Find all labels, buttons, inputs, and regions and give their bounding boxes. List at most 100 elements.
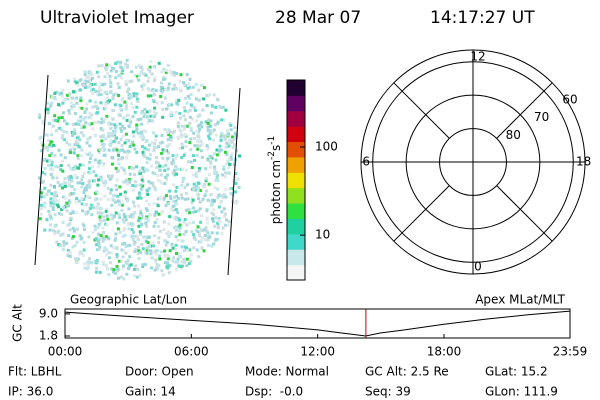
- image-pixel: [216, 97, 219, 101]
- image-pixel: [54, 164, 58, 168]
- image-pixel: [47, 209, 51, 213]
- image-pixel: [75, 197, 79, 200]
- image-pixel: [113, 103, 117, 107]
- info-field: Gain: 14: [125, 385, 176, 399]
- image-pixel: [158, 254, 162, 258]
- image-pixel: [125, 182, 129, 186]
- image-pixel: [203, 194, 207, 198]
- image-pixel: [97, 247, 101, 251]
- image-pixel: [72, 103, 75, 107]
- image-pixel: [49, 104, 53, 108]
- image-pixel: [219, 135, 223, 139]
- image-pixel: [49, 167, 53, 171]
- image-pixel: [52, 194, 56, 198]
- image-pixel: [145, 161, 149, 165]
- image-pixel: [169, 103, 173, 107]
- image-pixel: [192, 136, 196, 140]
- image-pixel: [139, 183, 143, 187]
- image-pixel: [152, 115, 156, 119]
- image-pixel: [164, 70, 168, 74]
- image-pixel: [69, 101, 73, 105]
- image-pixel: [203, 238, 207, 242]
- image-pixel: [83, 225, 86, 229]
- info-field: GLon: 111.9: [485, 385, 558, 399]
- image-pixel: [174, 189, 178, 193]
- image-pixel: [224, 188, 228, 192]
- image-pixel: [129, 143, 133, 147]
- label-text: photon cm: [269, 160, 283, 224]
- image-pixel: [124, 82, 128, 86]
- image-pixel: [101, 236, 105, 240]
- image-pixel: [179, 133, 183, 137]
- image-pixel: [109, 81, 113, 85]
- image-pixel: [101, 260, 105, 264]
- image-pixel: [83, 73, 87, 77]
- image-pixel: [122, 264, 126, 268]
- image-pixel: [203, 182, 207, 186]
- image-pixel: [222, 135, 226, 139]
- image-pixel: [212, 213, 216, 217]
- image-pixel: [163, 96, 167, 100]
- image-pixel: [73, 191, 77, 195]
- image-pixel: [127, 264, 131, 268]
- image-pixel: [154, 138, 158, 142]
- image-pixel: [162, 273, 166, 277]
- image-pixel: [119, 129, 123, 133]
- image-pixel: [153, 76, 157, 80]
- image-pixel: [126, 64, 129, 67]
- image-pixel: [133, 240, 137, 244]
- image-pixel: [148, 235, 151, 239]
- image-pixel: [46, 101, 50, 105]
- image-pixel: [117, 169, 121, 173]
- image-pixel: [203, 185, 207, 189]
- image-pixel: [123, 233, 127, 237]
- image-pixel: [190, 196, 194, 200]
- image-pixel: [58, 244, 62, 248]
- image-pixel: [185, 124, 189, 128]
- image-pixel: [192, 131, 196, 135]
- image-pixel: [100, 64, 104, 68]
- image-pixel: [141, 263, 145, 267]
- colorbar-tick-label: 10: [315, 228, 330, 242]
- image-pixel: [97, 150, 101, 154]
- image-pixel: [230, 140, 234, 144]
- image-pixel: [103, 237, 107, 241]
- image-pixel: [73, 188, 77, 191]
- image-pixel: [128, 145, 132, 148]
- image-pixel: [125, 156, 129, 160]
- image-pixel: [182, 260, 186, 264]
- image-pixel: [104, 137, 108, 141]
- image-pixel: [103, 82, 107, 86]
- image-pixel: [113, 214, 116, 218]
- image-pixel: [88, 184, 92, 188]
- image-pixel: [114, 76, 118, 80]
- image-pixel: [145, 138, 149, 142]
- image-pixel: [124, 218, 128, 222]
- image-pixel: [49, 204, 53, 208]
- image-pixel: [227, 157, 231, 161]
- image-pixel: [112, 139, 116, 143]
- image-pixel: [105, 63, 109, 67]
- image-pixel: [114, 200, 117, 204]
- image-pixel: [88, 257, 92, 261]
- image-pixel: [206, 122, 210, 125]
- image-pixel: [186, 197, 190, 201]
- image-pixel: [201, 197, 205, 201]
- image-pixel: [121, 266, 125, 270]
- image-pixel: [71, 123, 75, 126]
- image-pixel: [119, 275, 123, 279]
- image-pixel: [146, 168, 150, 172]
- image-pixel: [153, 234, 157, 238]
- polar-ring: [372, 61, 574, 263]
- image-pixel: [153, 221, 157, 225]
- image-pixel: [65, 130, 69, 134]
- image-pixel: [209, 119, 213, 123]
- image-pixel: [82, 125, 86, 129]
- image-pixel: [116, 268, 120, 272]
- image-pixel: [38, 217, 42, 221]
- image-pixel: [75, 141, 78, 145]
- image-pixel: [195, 193, 199, 196]
- image-pixel: [114, 70, 118, 73]
- image-pixel: [193, 144, 197, 148]
- image-pixel: [186, 160, 190, 164]
